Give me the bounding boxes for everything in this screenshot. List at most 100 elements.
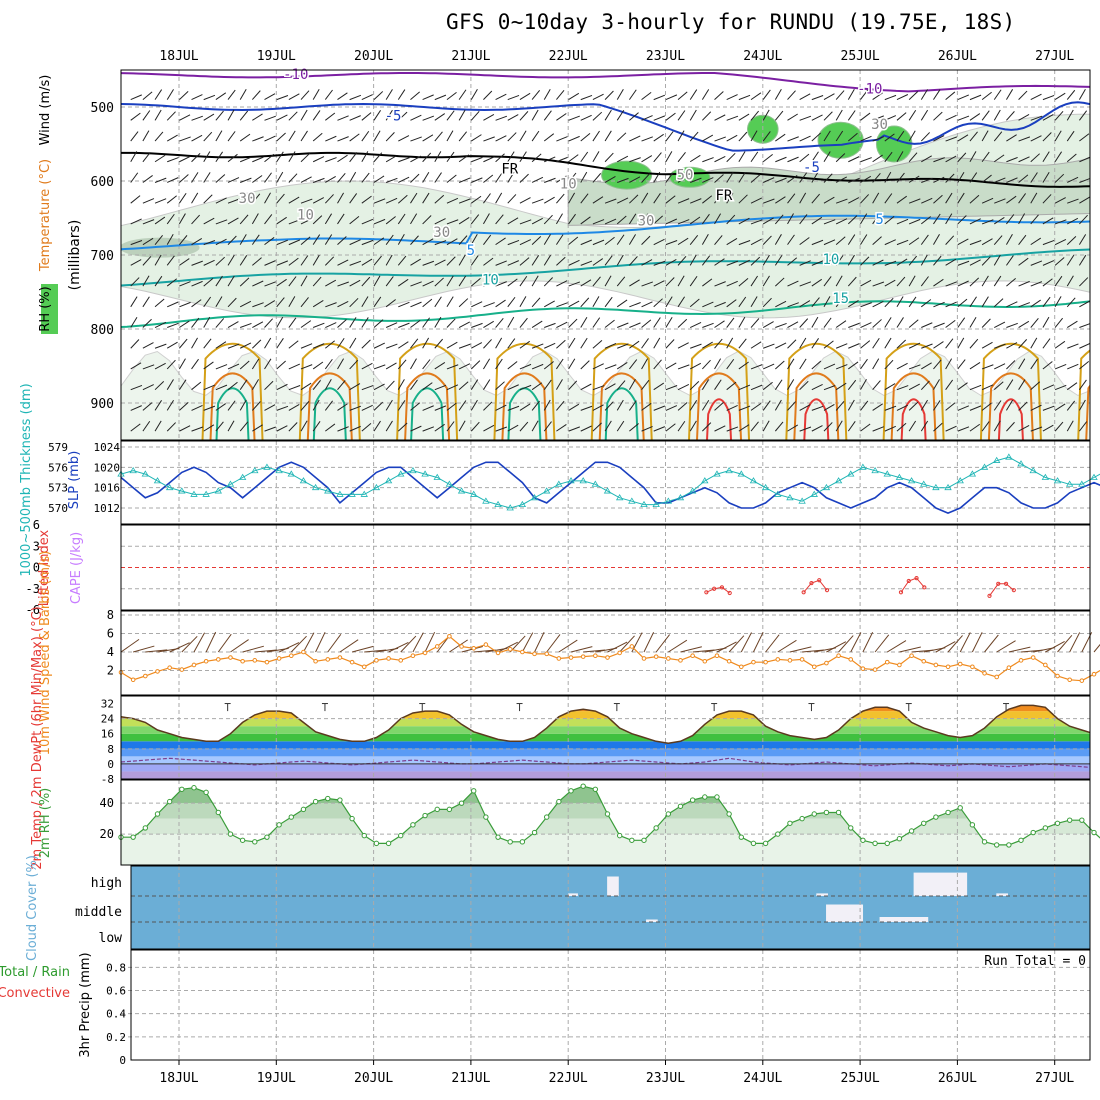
wind-barb bbox=[458, 217, 470, 225]
wind-barb bbox=[1042, 194, 1052, 204]
wind-barb bbox=[373, 152, 383, 163]
temp-bands bbox=[121, 701, 1090, 779]
freezing-contour bbox=[121, 151, 1090, 188]
wind-barb bbox=[811, 316, 819, 328]
wind-barb bbox=[799, 192, 807, 204]
wind-barb bbox=[945, 402, 956, 411]
wind-barb bbox=[470, 360, 481, 370]
wind-barb bbox=[191, 214, 200, 225]
wind-barb bbox=[531, 320, 543, 328]
rh-point bbox=[835, 809, 842, 816]
wind-barb bbox=[847, 110, 856, 121]
wind-barb bbox=[945, 379, 954, 390]
wind-barb bbox=[689, 380, 700, 391]
precip-tick-label: 0.6 bbox=[106, 985, 126, 998]
wind-speed-point bbox=[921, 658, 927, 664]
wind-barb bbox=[434, 113, 446, 121]
wind-barb bbox=[349, 94, 362, 101]
wind-barb bbox=[446, 275, 454, 287]
wind-barb bbox=[300, 153, 310, 163]
wind-barb bbox=[1079, 421, 1088, 432]
wind-barb bbox=[872, 319, 882, 328]
pressure-tick-label: 800 bbox=[91, 323, 114, 338]
wind-barb bbox=[945, 136, 958, 142]
wind-barb bbox=[823, 422, 833, 432]
wind-barb bbox=[701, 399, 710, 411]
thickness-tick-label: 570 bbox=[48, 502, 68, 515]
contour-label: 30 bbox=[638, 213, 655, 229]
contour-label: 10 bbox=[297, 207, 314, 223]
wind-barb bbox=[896, 130, 905, 142]
wind-barb bbox=[1018, 302, 1030, 308]
wind-barb bbox=[324, 379, 332, 390]
wind-barb bbox=[142, 364, 155, 370]
wind-barb bbox=[203, 113, 215, 121]
wind-barb bbox=[945, 425, 957, 432]
slp-tick-label: 1024 bbox=[94, 441, 121, 454]
wind-barb bbox=[154, 154, 166, 163]
wind-barb bbox=[811, 114, 823, 121]
wind-barb bbox=[397, 89, 406, 100]
wind-barb bbox=[811, 360, 822, 370]
wind-barb bbox=[337, 380, 346, 391]
surface-wind-barb bbox=[193, 632, 206, 653]
rh-point bbox=[543, 814, 550, 820]
wind-barb bbox=[215, 174, 226, 183]
wind-barb bbox=[592, 258, 604, 266]
wind-barb bbox=[811, 278, 823, 287]
wind-barb bbox=[823, 239, 836, 246]
wind-barb bbox=[701, 89, 710, 100]
wind-barb bbox=[629, 302, 641, 308]
wind-barb bbox=[884, 216, 895, 225]
wind-barb bbox=[288, 93, 300, 101]
wind-speed-line bbox=[120, 635, 1100, 682]
wind-barb bbox=[300, 198, 313, 204]
wind-barb bbox=[981, 402, 992, 411]
rh-point bbox=[860, 837, 866, 843]
wind-barb bbox=[264, 214, 273, 225]
wind-barb bbox=[203, 424, 215, 432]
temp-contour-30 bbox=[803, 398, 830, 440]
wind-barb bbox=[398, 278, 409, 287]
wind-barb bbox=[385, 276, 394, 287]
thickness-marker bbox=[822, 483, 831, 491]
wind-barb bbox=[835, 153, 846, 163]
wind-barb bbox=[604, 255, 613, 266]
wind-barb bbox=[470, 214, 480, 225]
wind-barb bbox=[580, 216, 591, 225]
wind-speed-point bbox=[568, 655, 574, 660]
wind-barb bbox=[896, 385, 909, 391]
precip-convective-legend: Convective bbox=[0, 986, 70, 1001]
wind-barb bbox=[397, 379, 405, 390]
wind-barb bbox=[203, 296, 212, 308]
wind-barb bbox=[775, 342, 787, 349]
wind-barb bbox=[896, 218, 909, 225]
wind-barb bbox=[908, 420, 917, 432]
wind-barb bbox=[349, 239, 361, 246]
wind-barb bbox=[495, 93, 507, 101]
wind-barb bbox=[957, 238, 969, 246]
wind-barb bbox=[543, 110, 552, 121]
wind-barb bbox=[1006, 322, 1018, 328]
wind-barb bbox=[835, 420, 843, 432]
wind-barb bbox=[969, 131, 978, 142]
wind-barb bbox=[179, 258, 190, 266]
wind-barb bbox=[726, 280, 738, 287]
wind-barb bbox=[300, 255, 309, 266]
wind-barb bbox=[1079, 342, 1090, 349]
thickness-line bbox=[120, 456, 1100, 509]
wind-barb bbox=[240, 177, 252, 183]
wind-barb bbox=[483, 113, 495, 121]
wind-barb bbox=[446, 421, 455, 432]
rh-point bbox=[933, 814, 939, 820]
dewpoint-line bbox=[121, 757, 1090, 768]
wind-barb bbox=[629, 256, 638, 266]
wind-barb bbox=[799, 380, 809, 391]
wind-barb bbox=[969, 277, 980, 287]
wind-barb bbox=[787, 401, 796, 411]
wind-barb bbox=[775, 300, 787, 308]
wind-speed-point bbox=[556, 656, 562, 661]
day-label-bottom: 27JUL bbox=[1035, 1071, 1074, 1086]
wind-tick-label: 6 bbox=[107, 627, 114, 641]
wind-barb bbox=[677, 420, 686, 432]
